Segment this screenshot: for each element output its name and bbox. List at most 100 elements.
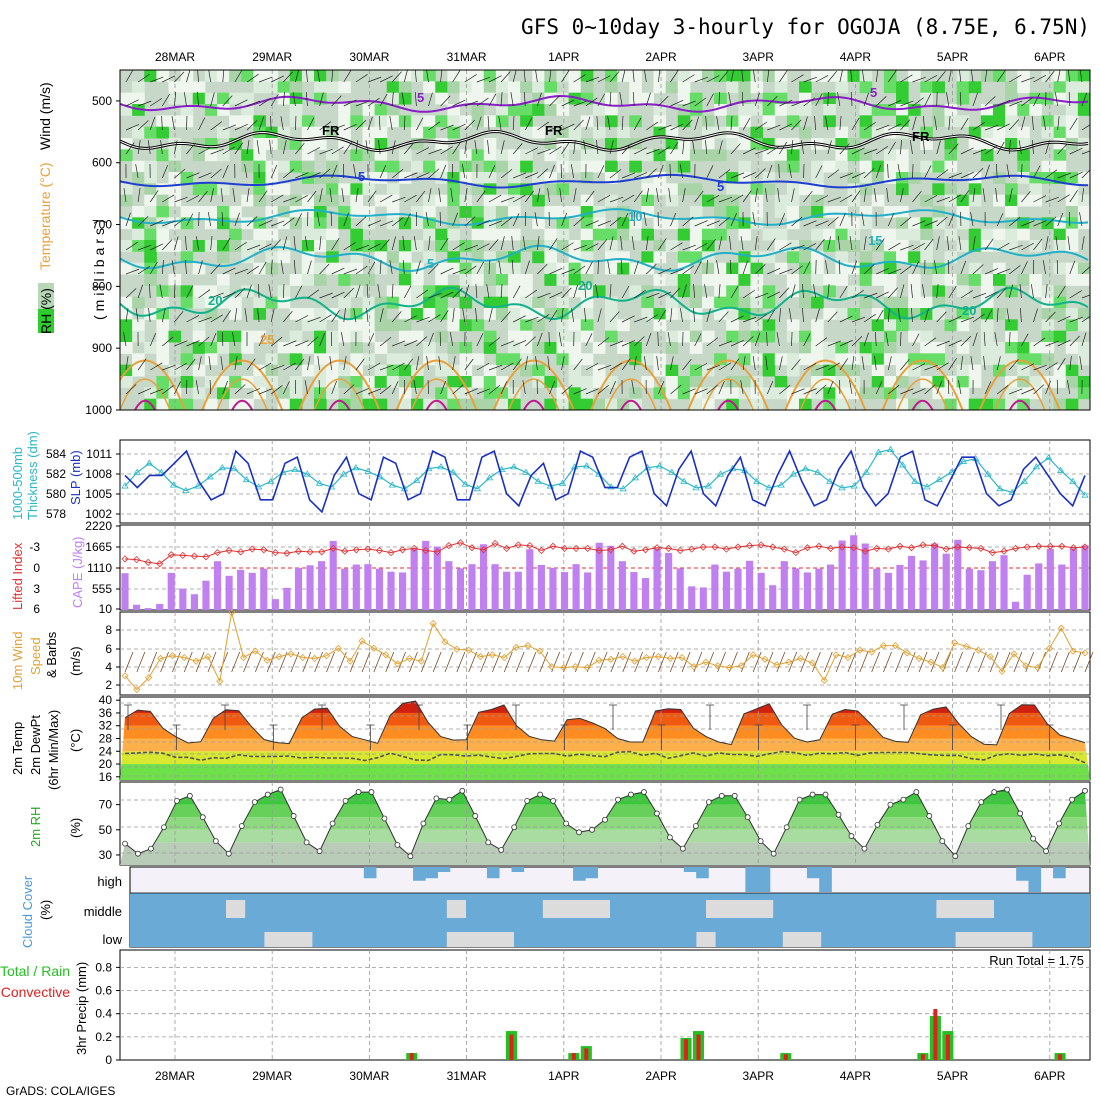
wind-barb [304,236,308,251]
wind-barb [633,117,642,131]
rh-cell [326,387,339,400]
rh-cell [726,330,739,343]
rh-cell [993,138,1006,150]
rh-cell [338,319,351,332]
rh-cell [483,364,497,377]
wind-barb [174,236,179,251]
li-point [965,544,973,552]
cloud-high-bar [745,867,758,892]
wind-barb [788,164,792,179]
surface-barb [717,651,726,673]
rh-cell [398,149,412,162]
rh-cell [447,172,460,184]
tick-label: 0.6 [95,984,112,998]
wind-barb [585,388,599,395]
rh-cell [241,104,254,116]
rh-cell [520,353,533,366]
rh-cell [629,285,642,298]
cloud-high-bar [573,867,586,881]
wind-barb [633,260,639,275]
wind-barb [585,261,593,275]
wind-barb [161,164,169,179]
rh-point [563,820,569,827]
rh-cell [714,262,727,275]
rh-point [861,845,868,852]
rh-cell [338,364,351,377]
wind-barb [682,388,696,395]
rh-cell [944,104,958,116]
rh-cell [956,398,970,410]
wind-barb [404,358,413,371]
rh-cell [508,387,521,400]
wind-barb [149,284,151,299]
wind-barb [125,288,137,299]
wind-point [488,651,496,659]
wind-barb [972,236,976,251]
wind-barb [1067,380,1071,395]
tick-label: 1665 [85,540,112,554]
wind-barb [996,356,1001,371]
rh-cell [823,364,836,377]
rh-cell [980,149,994,162]
rh-cell [750,206,764,218]
rh-cell [580,398,594,410]
rh-cell [750,138,764,150]
wind-barb [948,358,957,371]
li-point [1023,543,1031,551]
wind-barb [343,123,357,131]
cape-bar [456,568,465,610]
thickness-point [911,477,919,484]
rh-cell [374,126,388,139]
rh-cell [289,217,303,230]
rh-cell [1065,376,1079,388]
li-point [722,545,731,553]
rh-cell [786,160,800,173]
rh-cell [326,194,339,207]
rh-cell [447,183,460,196]
li-point [826,544,835,552]
rh-cell [217,251,230,264]
wind-barb [645,236,649,251]
wind-point [548,663,556,671]
wind-barb [183,92,187,107]
wind-barb [730,116,733,131]
wind-point [915,654,923,662]
cape-bar [387,571,395,610]
rh-cell [508,330,521,343]
cape-bar [711,564,719,610]
wind-barb [488,337,501,347]
wind-barb [1009,244,1023,251]
cape-bar [329,540,337,610]
wind-barb [706,308,711,323]
rh-cell [204,353,218,366]
rh-cell [629,398,642,410]
wind-barb [827,236,831,251]
cape-bar [306,565,314,610]
rh-cell [580,70,594,82]
wind-barb [161,260,164,275]
rh-cell [847,240,861,252]
wind-barb [621,213,629,227]
wind-barb [874,356,877,371]
rh-cell [786,104,800,116]
wind-barb [933,260,938,275]
wind-barb [994,332,998,347]
rh-cell [689,364,703,377]
rh-cell [847,194,861,207]
wind-barb [402,236,405,251]
wind-barb [912,388,926,395]
precip-convective-bar [509,1034,514,1060]
rh-point [692,823,699,829]
surface-barb [160,651,169,673]
rh-cell [944,398,958,410]
rh-cell [835,262,848,275]
wind-barb [1033,384,1045,395]
rh-cell [944,149,958,162]
rh-cell [738,115,751,128]
wind-barb [839,172,854,179]
contour-line-warm [395,359,478,410]
rh-cell [677,183,691,196]
wind-barb [234,288,246,299]
rh-cell [459,172,473,184]
